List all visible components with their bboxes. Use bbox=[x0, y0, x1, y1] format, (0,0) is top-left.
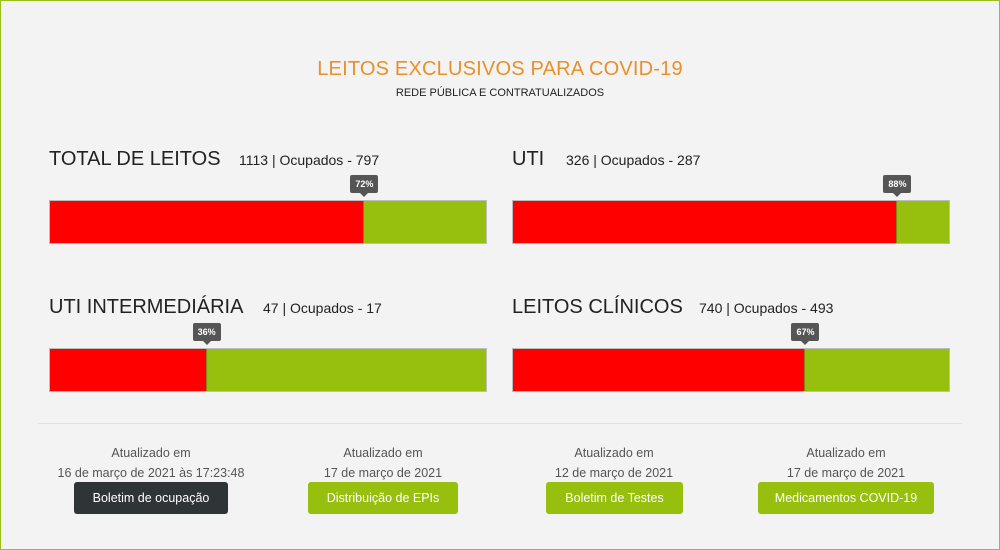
occupancy-bar bbox=[49, 200, 487, 244]
updated-label: Atualizado em bbox=[806, 446, 886, 460]
updated-date: 12 de março de 2021 bbox=[554, 466, 674, 480]
panel-title: TOTAL DE LEITOS bbox=[49, 148, 221, 170]
panel-total-leitos: TOTAL DE LEITOS 1113 | Ocupados - 797 72… bbox=[49, 148, 487, 258]
occupancy-bar bbox=[512, 200, 950, 244]
distribuicao-epis-button[interactable]: Distribuição de EPIs bbox=[308, 482, 458, 514]
boletim-testes-button[interactable]: Boletim de Testes bbox=[546, 482, 683, 514]
updated-label: Atualizado em bbox=[111, 446, 191, 460]
section-divider bbox=[38, 423, 962, 424]
percent-badge: 67% bbox=[791, 323, 820, 345]
update-info-testes: Atualizado em 12 de março de 2021 bbox=[514, 443, 714, 483]
panel-uti: UTI 326 | Ocupados - 287 88% bbox=[512, 148, 950, 258]
updated-label: Atualizado em bbox=[574, 446, 654, 460]
percent-badge: 88% bbox=[883, 175, 912, 197]
page-header: LEITOS EXCLUSIVOS PARA COVID-19 REDE PÚB… bbox=[0, 58, 1000, 99]
panel-title: UTI INTERMEDIÁRIA bbox=[49, 296, 244, 318]
update-info-epis: Atualizado em 17 de março de 2021 bbox=[283, 443, 483, 483]
panel-title: LEITOS CLÍNICOS bbox=[512, 296, 683, 318]
panel-stats: 47 | Ocupados - 17 bbox=[263, 300, 382, 316]
update-info-medicamentos: Atualizado em 17 de março de 2021 bbox=[746, 443, 946, 483]
panel-stats: 740 | Ocupados - 493 bbox=[699, 300, 834, 316]
panel-stats: 326 | Ocupados - 287 bbox=[566, 152, 701, 168]
updated-date: 17 de março de 2021 bbox=[323, 466, 443, 480]
updated-date: 16 de março de 2021 às 17:23:48 bbox=[57, 466, 245, 480]
updated-label: Atualizado em bbox=[343, 446, 423, 460]
page-title: LEITOS EXCLUSIVOS PARA COVID-19 bbox=[317, 58, 683, 80]
updated-date: 17 de março de 2021 bbox=[786, 466, 906, 480]
percent-badge: 72% bbox=[350, 175, 379, 197]
occupied-fill bbox=[513, 201, 897, 243]
panel-stats: 1113 | Ocupados - 797 bbox=[239, 152, 380, 168]
occupied-fill bbox=[50, 349, 207, 391]
update-info-ocupacao: Atualizado em 16 de março de 2021 às 17:… bbox=[51, 443, 251, 483]
occupied-fill bbox=[50, 201, 364, 243]
occupied-fill bbox=[513, 349, 806, 391]
panel-uti-intermediaria: UTI INTERMEDIÁRIA 47 | Ocupados - 17 36% bbox=[49, 296, 487, 406]
page-subtitle: REDE PÚBLICA E CONTRATUALIZADOS bbox=[395, 87, 605, 99]
panel-title: UTI bbox=[512, 148, 545, 170]
panel-leitos-clinicos: LEITOS CLÍNICOS 740 | Ocupados - 493 67% bbox=[512, 296, 950, 406]
percent-badge: 36% bbox=[192, 323, 221, 345]
occupancy-bar bbox=[49, 348, 487, 392]
medicamentos-covid-button[interactable]: Medicamentos COVID-19 bbox=[758, 482, 934, 514]
occupancy-bar bbox=[512, 348, 950, 392]
boletim-ocupacao-button[interactable]: Boletim de ocupação bbox=[74, 482, 228, 514]
